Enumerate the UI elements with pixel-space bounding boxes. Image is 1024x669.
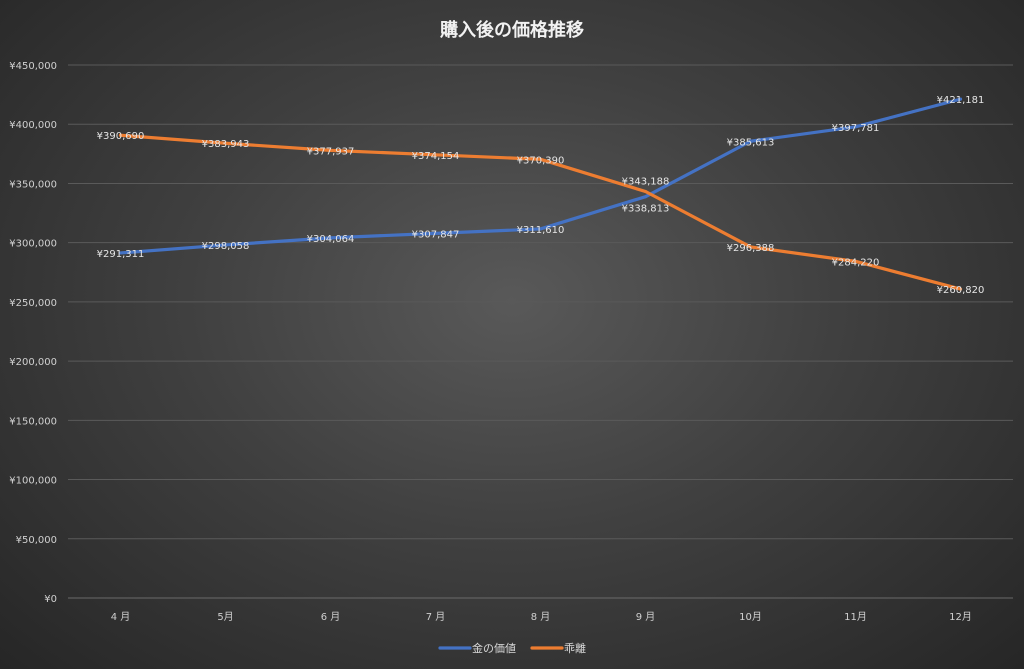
data-label: ¥377,937: [307, 146, 355, 157]
y-tick-label: ¥50,000: [16, 535, 57, 546]
data-label: ¥390,690: [97, 131, 145, 142]
y-tick-label: ¥400,000: [9, 120, 57, 131]
y-tick-label: ¥300,000: [9, 239, 57, 250]
data-label: ¥343,188: [622, 177, 670, 188]
data-point: [959, 97, 962, 101]
x-tick-label: 5月: [217, 611, 233, 623]
y-tick-label: ¥100,000: [9, 476, 57, 487]
data-point: [224, 141, 227, 145]
y-tick-label: ¥150,000: [9, 416, 57, 427]
data-point: [644, 195, 647, 199]
x-tick-label: 4 月: [111, 611, 131, 623]
data-label: ¥397,781: [832, 123, 880, 134]
data-label: ¥311,610: [517, 225, 565, 236]
data-point: [854, 259, 857, 263]
data-point: [749, 245, 752, 249]
data-point: [119, 251, 122, 255]
data-label: ¥338,813: [622, 204, 670, 215]
data-point: [959, 287, 962, 291]
data-point: [539, 227, 542, 231]
data-label: ¥298,058: [202, 241, 250, 252]
data-label: ¥421,181: [937, 95, 985, 106]
data-label: ¥296,388: [727, 243, 775, 254]
x-tick-label: 11月: [844, 611, 867, 623]
data-point: [329, 236, 332, 240]
data-point: [434, 231, 437, 235]
y-tick-label: ¥450,000: [9, 61, 57, 72]
data-point: [539, 157, 542, 161]
y-tick-label: ¥350,000: [9, 179, 57, 190]
y-tick-label: ¥0: [44, 594, 57, 605]
data-point: [119, 133, 122, 137]
y-tick-label: ¥200,000: [9, 357, 57, 368]
data-point: [644, 190, 647, 194]
y-tick-label: ¥250,000: [9, 298, 57, 309]
data-label: ¥291,311: [97, 249, 145, 260]
data-label: ¥307,847: [412, 229, 460, 240]
data-label: ¥383,943: [202, 139, 250, 150]
x-tick-label: 6 月: [321, 611, 341, 623]
chart-title: 購入後の価格推移: [439, 19, 584, 41]
data-point: [749, 139, 752, 143]
data-label: ¥284,220: [832, 257, 880, 268]
data-label: ¥370,390: [517, 155, 565, 166]
legend-label: 金の価値: [472, 641, 516, 655]
data-point: [329, 148, 332, 152]
x-tick-label: 12月: [949, 611, 972, 623]
x-tick-label: 7 月: [426, 611, 446, 623]
data-label: ¥304,064: [307, 234, 355, 245]
legend-label: 乖離: [564, 641, 586, 655]
data-label: ¥374,154: [412, 151, 460, 162]
data-point: [224, 243, 227, 247]
data-point: [434, 153, 437, 157]
data-label: ¥260,820: [937, 285, 985, 296]
x-tick-label: 8 月: [531, 611, 551, 623]
x-tick-label: 10月: [739, 611, 762, 623]
data-point: [854, 125, 857, 129]
x-tick-label: 9 月: [636, 611, 656, 623]
data-label: ¥385,613: [727, 137, 775, 148]
